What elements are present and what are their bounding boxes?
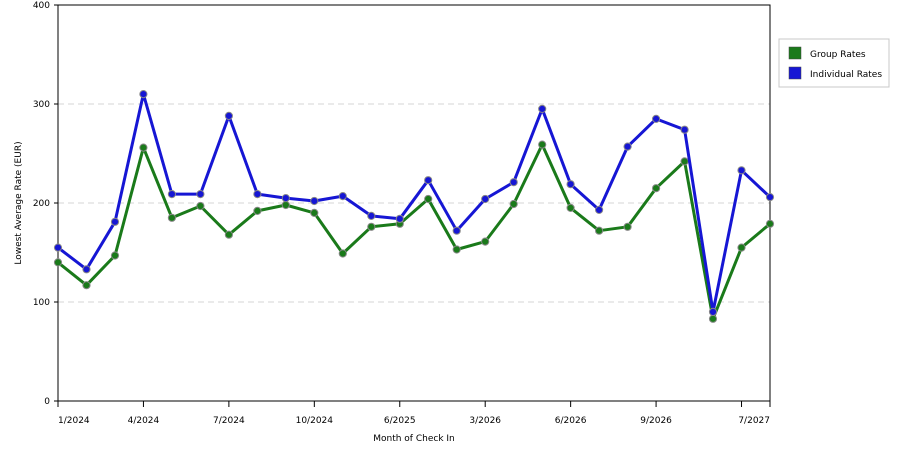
series-line-group-rates [56,143,772,321]
data-point-group-rates [424,194,433,204]
data-point-individual-rates [310,196,319,206]
data-point-group-rates [509,199,518,209]
data-point-group-rates [253,206,262,215]
legend: Group Rates Individual Rates [778,38,890,88]
data-point-individual-rates [224,111,233,121]
y-tick-label: 100 [33,298,50,308]
x-axis: 1/2024 4/2024 7/2024 10/2024 6/2025 3/2026 6/2… [57,401,771,426]
data-point-individual-rates [395,214,404,223]
data-point-group-rates [367,222,376,231]
legend-swatch-individual-rates [788,66,802,80]
data-point-group-rates [338,249,347,258]
data-point-individual-rates [338,192,347,201]
data-point-individual-rates [167,190,176,199]
data-point-individual-rates [110,217,120,226]
legend-label-group-rates: Group Rates [810,50,866,60]
data-point-individual-rates [566,180,575,189]
series-line-individual-rates [56,92,772,314]
data-point-individual-rates [53,243,63,252]
data-point-group-rates [196,201,205,211]
data-point-group-rates [310,208,319,217]
data-point-individual-rates [538,104,547,114]
x-tick-label: 7/2024 [213,416,245,426]
data-point-individual-rates [765,193,775,202]
data-point-individual-rates [82,265,91,274]
x-tick-label: 6/2025 [384,416,416,426]
x-tick-label: 1/2024 [58,416,90,426]
data-point-group-rates [452,245,461,254]
data-point-group-rates [110,251,120,260]
data-point-group-rates [708,314,718,323]
data-point-individual-rates [708,307,718,316]
y-axis: 0 100 200 300 400 [33,1,58,407]
y-tick-label: 400 [33,1,50,11]
data-point-group-rates [623,222,632,231]
data-point-group-rates [139,143,148,152]
data-point-group-rates [281,200,290,210]
data-point-group-rates [595,226,604,235]
data-point-individual-rates [737,166,746,175]
data-point-individual-rates [196,190,205,199]
data-point-individual-rates [139,90,148,99]
legend-label-individual-rates: Individual Rates [810,70,882,80]
data-point-individual-rates [253,190,262,199]
x-tick-label: 10/2024 [296,416,334,426]
data-point-individual-rates [452,226,461,235]
data-point-individual-rates [509,178,518,187]
data-point-individual-rates [481,194,490,204]
y-tick-label: 300 [33,100,50,110]
data-point-individual-rates [623,142,632,151]
data-point-group-rates [538,140,547,149]
data-point-group-rates [224,230,233,239]
data-point-individual-rates [652,114,661,124]
x-tick-label: 4/2024 [128,416,160,426]
data-point-individual-rates [367,211,376,220]
x-tick-label: 7/2027 [738,416,770,426]
data-point-group-rates [765,219,775,228]
data-point-individual-rates [424,176,433,185]
y-tick-label: 0 [44,397,50,407]
x-tick-label: 9/2026 [640,416,672,426]
data-point-group-rates [737,243,746,252]
legend-swatch-group-rates [788,46,802,60]
x-axis-title: Month of Check In [373,434,455,444]
data-point-group-rates [82,281,91,290]
grid-lines [58,103,770,303]
data-point-group-rates [53,258,63,267]
data-point-group-rates [481,237,490,246]
x-tick-label: 3/2026 [469,416,501,426]
data-point-group-rates [566,203,575,212]
data-point-individual-rates [595,205,604,214]
x-tick-label: 6/2026 [555,416,587,426]
series-group [53,90,775,323]
y-axis-title: Lowest Average Rate (EUR) [14,141,24,264]
data-point-group-rates [680,157,689,166]
y-tick-label: 200 [33,199,50,209]
data-point-group-rates [652,184,661,193]
data-point-group-rates [167,213,176,222]
data-point-individual-rates [680,125,689,134]
data-point-individual-rates [281,194,290,203]
